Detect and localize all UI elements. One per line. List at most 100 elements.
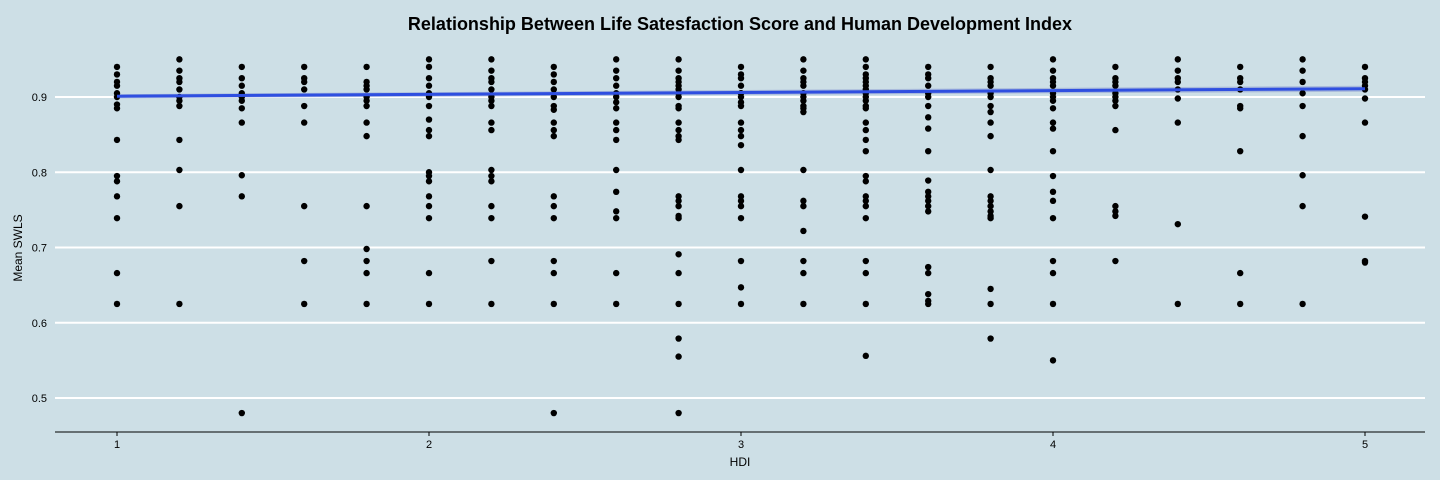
data-point-214 (862, 214, 869, 222)
data-point-247 (987, 108, 994, 116)
data-point-7 (113, 105, 121, 112)
data-point-113 (613, 56, 620, 63)
data-point-95 (488, 300, 495, 308)
x-tick-label-4: 5 (1362, 439, 1368, 451)
data-point-319 (1299, 300, 1306, 308)
data-point-296 (1174, 78, 1182, 86)
data-point-250 (987, 166, 994, 174)
data-point-112 (550, 409, 557, 417)
data-point-1 (113, 71, 121, 78)
data-point-33 (238, 105, 245, 112)
data-point-327 (1361, 213, 1369, 220)
data-point-221 (925, 74, 932, 82)
data-point-230 (925, 188, 932, 196)
data-point-213 (862, 202, 869, 210)
data-point-160 (737, 93, 745, 101)
data-point-97 (550, 71, 557, 78)
data-point-47 (363, 63, 370, 71)
y-tick-label-2: 0.7 (32, 243, 47, 255)
data-point-172 (737, 257, 745, 265)
data-point-320 (1361, 63, 1369, 71)
data-point-210 (862, 178, 869, 185)
data-point-85 (488, 97, 495, 104)
data-point-54 (363, 119, 370, 126)
data-point-11 (113, 193, 121, 200)
data-point-301 (1174, 300, 1182, 308)
data-point-27 (238, 63, 245, 71)
data-point-153 (675, 353, 682, 360)
data-point-79 (488, 56, 495, 63)
data-point-139 (675, 105, 682, 112)
data-point-234 (925, 208, 932, 215)
data-point-226 (925, 114, 932, 121)
data-point-37 (238, 409, 245, 417)
data-point-74 (425, 193, 433, 200)
data-point-209 (862, 172, 869, 180)
data-point-258 (987, 300, 994, 308)
data-point-140 (675, 119, 682, 126)
data-point-78 (425, 300, 433, 308)
data-point-109 (550, 257, 557, 265)
trend-line-group (116, 87, 1366, 98)
data-point-256 (987, 214, 994, 222)
data-point-216 (862, 269, 869, 277)
data-point-165 (737, 132, 745, 140)
data-point-317 (1299, 172, 1306, 179)
data-point-154 (675, 409, 682, 417)
data-point-251 (987, 193, 994, 200)
data-point-236 (925, 269, 932, 277)
data-point-55 (363, 132, 370, 140)
data-point-308 (1237, 147, 1244, 155)
data-point-12 (113, 214, 121, 222)
data-point-204 (862, 105, 869, 112)
data-point-19 (176, 86, 183, 93)
data-point-44 (301, 202, 308, 210)
data-point-188 (800, 202, 807, 210)
data-point-34 (238, 119, 245, 126)
data-point-170 (737, 202, 745, 210)
data-point-56 (363, 202, 370, 210)
data-point-293 (1174, 56, 1182, 63)
data-point-83 (488, 86, 495, 93)
data-point-310 (1237, 300, 1244, 308)
data-point-57 (363, 245, 370, 253)
data-point-3 (113, 82, 121, 89)
data-point-316 (1299, 132, 1306, 140)
data-point-240 (987, 63, 994, 71)
data-point-274 (1049, 197, 1057, 205)
data-point-257 (987, 285, 994, 293)
data-point-315 (1299, 102, 1306, 110)
data-point-294 (1174, 67, 1182, 74)
data-point-245 (987, 93, 994, 101)
data-point-13 (113, 269, 121, 277)
data-point-115 (613, 74, 620, 82)
data-point-106 (550, 193, 557, 200)
data-point-105 (550, 132, 557, 140)
data-point-270 (1049, 125, 1057, 132)
data-point-212 (862, 197, 869, 205)
data-point-50 (363, 86, 370, 93)
data-point-192 (800, 300, 807, 308)
data-point-187 (800, 197, 807, 205)
data-point-144 (675, 193, 682, 200)
data-point-269 (1049, 119, 1057, 126)
data-point-131 (675, 67, 682, 74)
data-points (113, 56, 1369, 417)
data-point-146 (675, 202, 682, 210)
data-point-76 (425, 214, 433, 222)
data-point-128 (613, 269, 620, 277)
data-point-46 (301, 300, 308, 308)
data-point-279 (1049, 357, 1057, 364)
data-point-52 (363, 97, 370, 104)
data-point-158 (737, 82, 745, 89)
data-point-38 (301, 63, 308, 71)
data-point-107 (550, 202, 557, 210)
data-point-92 (488, 202, 495, 210)
data-point-268 (1049, 105, 1057, 112)
data-point-280 (1112, 63, 1119, 71)
data-point-237 (925, 290, 932, 298)
data-point-8 (113, 136, 121, 144)
data-point-102 (550, 106, 557, 113)
data-point-291 (1112, 212, 1119, 220)
